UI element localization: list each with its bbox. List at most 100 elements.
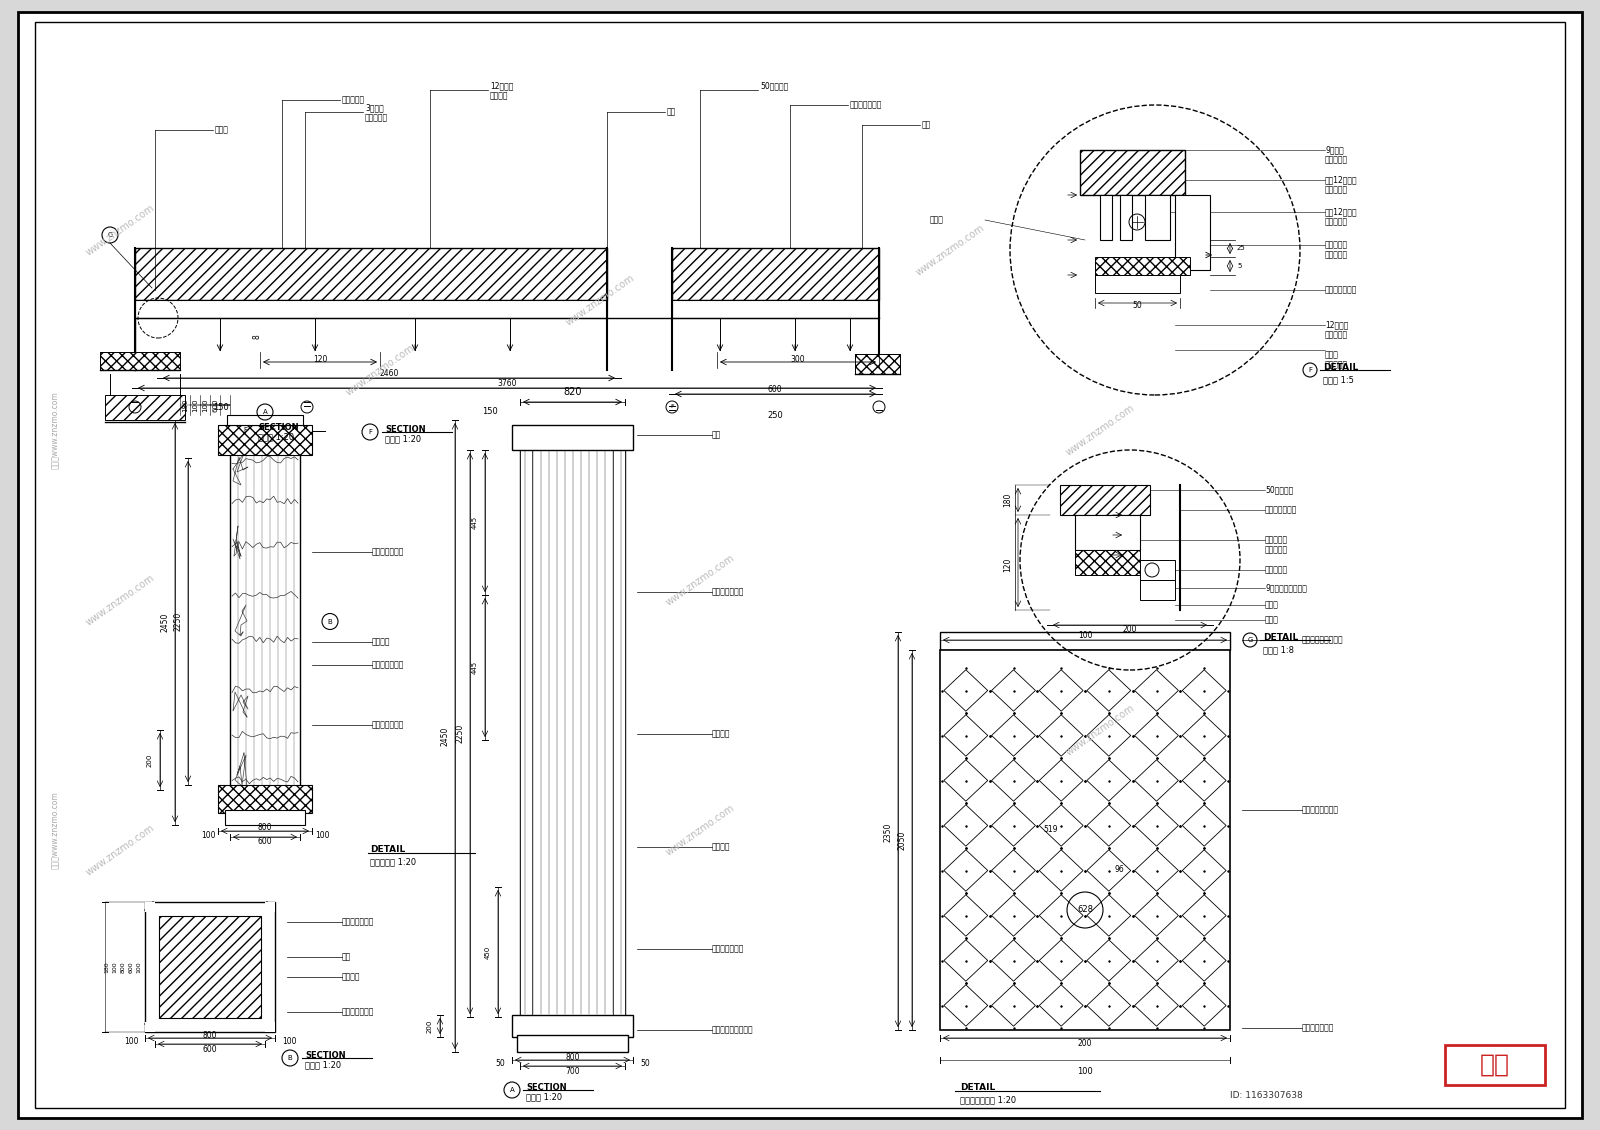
Text: 120: 120 (1003, 558, 1013, 572)
Text: 600: 600 (211, 398, 218, 411)
Text: F: F (670, 405, 674, 409)
Bar (1139, 580, 1174, 600)
Bar (230, 450, 301, 790)
Text: 3760: 3760 (498, 380, 517, 389)
Text: 轻钢龙骨吊挂件: 轻钢龙骨吊挂件 (1325, 286, 1357, 295)
Text: 250: 250 (766, 410, 782, 419)
Text: F: F (368, 429, 371, 435)
Text: 450: 450 (485, 946, 491, 958)
Text: 大样图 1:8: 大样图 1:8 (1262, 645, 1294, 654)
Text: F: F (243, 427, 246, 433)
Text: 300: 300 (790, 355, 805, 364)
Bar (1174, 195, 1210, 270)
Bar (941, 650, 1230, 1031)
Text: 白色乳胶漆: 白色乳胶漆 (1325, 330, 1349, 339)
Text: 100: 100 (1078, 631, 1093, 640)
Text: 100: 100 (123, 1037, 138, 1046)
Text: 3厘夹板: 3厘夹板 (365, 104, 384, 113)
Bar (1075, 550, 1139, 575)
Text: 莎安娜米黄石材: 莎安娜米黄石材 (712, 588, 744, 597)
Text: 50轻钢龙骨: 50轻钢龙骨 (760, 81, 789, 90)
Text: 莎安娜米黄石材: 莎安娜米黄石材 (342, 1008, 374, 1017)
Text: B: B (288, 1055, 293, 1061)
Text: A: A (262, 409, 267, 415)
Bar (1059, 485, 1150, 515)
Text: www.znzmo.com: www.znzmo.com (1064, 402, 1136, 458)
Bar (1080, 150, 1186, 195)
Bar (106, 396, 186, 420)
Text: 莎安娜米黄石材: 莎安娜米黄石材 (712, 945, 744, 954)
Text: 莎安娜米黄石材: 莎安娜米黄石材 (342, 918, 374, 927)
Text: 445: 445 (472, 515, 478, 529)
Text: 白色乳胶漆: 白色乳胶漆 (1325, 185, 1349, 194)
Text: www.znzmo.com: www.znzmo.com (83, 202, 157, 258)
Text: 200: 200 (1078, 1038, 1093, 1048)
Text: 180: 180 (182, 398, 189, 411)
Text: 米色织物硬质软包: 米色织物硬质软包 (1302, 806, 1339, 815)
Text: 空调出风口: 空调出风口 (1266, 565, 1288, 574)
Text: 金箔壁纸: 金箔壁纸 (490, 92, 509, 101)
Text: 筒灯: 筒灯 (922, 121, 931, 130)
Text: DETAIL: DETAIL (1323, 363, 1358, 372)
Text: 双层12厘夹板: 双层12厘夹板 (1325, 208, 1358, 217)
Bar (266, 1022, 275, 1032)
Text: 628: 628 (1077, 905, 1093, 914)
Bar (218, 785, 312, 812)
Text: 100: 100 (200, 831, 216, 840)
Text: 100: 100 (112, 962, 117, 973)
Text: 800: 800 (258, 824, 272, 833)
Text: 150: 150 (213, 402, 229, 411)
Text: 9厘夹板白色乳胶漆: 9厘夹板白色乳胶漆 (1266, 583, 1307, 592)
Bar (1445, 1045, 1546, 1085)
Text: 120: 120 (314, 355, 326, 364)
Text: 轻钢龙骨吊挂件: 轻钢龙骨吊挂件 (1266, 505, 1298, 514)
Text: SECTION: SECTION (306, 1051, 346, 1060)
Text: 2450: 2450 (160, 612, 170, 632)
Text: 白色乳胶漆: 白色乳胶漆 (1325, 360, 1349, 370)
Text: 莎安娜米黄石材: 莎安娜米黄石材 (371, 661, 405, 669)
Text: 2250: 2250 (456, 724, 464, 744)
Text: 剖面图 1:20: 剖面图 1:20 (526, 1093, 562, 1102)
Text: 日光灯: 日光灯 (214, 125, 229, 134)
Text: 双层12厘夹板: 双层12厘夹板 (1325, 175, 1358, 184)
Bar (512, 1015, 634, 1037)
Bar (1120, 195, 1133, 240)
Bar (266, 902, 275, 912)
Bar (134, 247, 606, 299)
Text: 白色乳胶漆: 白色乳胶漆 (365, 113, 389, 122)
Bar (1146, 195, 1170, 240)
Bar (1139, 560, 1174, 580)
Text: 知末网www.znzmo.com: 知末网www.znzmo.com (51, 391, 59, 469)
Bar (134, 299, 606, 318)
Text: 石材拼缝: 石材拼缝 (371, 637, 390, 646)
Text: 白色乳胶漆: 白色乳胶漆 (1325, 251, 1349, 260)
Text: 白色乳胶漆: 白色乳胶漆 (1325, 217, 1349, 226)
Text: 木龙骨: 木龙骨 (1266, 616, 1278, 625)
Text: 100: 100 (1077, 1068, 1093, 1077)
Text: 日光灯: 日光灯 (930, 216, 944, 225)
Bar (613, 445, 626, 1017)
Text: www.znzmo.com: www.znzmo.com (83, 573, 157, 627)
Text: G: G (107, 232, 112, 238)
Text: 莎安娜米黄石材: 莎安娜米黄石材 (1302, 1024, 1334, 1033)
Text: 25: 25 (1237, 245, 1246, 251)
Text: 50: 50 (1133, 302, 1142, 311)
Text: DETAIL: DETAIL (370, 845, 405, 854)
Text: 519: 519 (1043, 826, 1058, 834)
Text: 5: 5 (1237, 263, 1242, 269)
Text: 柱体: 柱体 (712, 431, 722, 440)
Bar (520, 445, 626, 1017)
Bar (517, 1035, 627, 1052)
Text: 150: 150 (482, 407, 498, 416)
Text: 水泥砂浆: 水泥砂浆 (712, 729, 731, 738)
Text: 剖面图 1:20: 剖面图 1:20 (306, 1060, 341, 1069)
Text: 800: 800 (120, 962, 125, 973)
Text: 柱子大样图 1:20: 柱子大样图 1:20 (370, 858, 416, 867)
Text: www.znzmo.com: www.znzmo.com (664, 553, 736, 608)
Text: 100: 100 (315, 831, 330, 840)
Text: 吊筋: 吊筋 (667, 107, 677, 116)
Text: 9厘夹板: 9厘夹板 (1325, 146, 1344, 155)
Bar (672, 299, 878, 318)
Text: 木龙骨: 木龙骨 (1325, 350, 1339, 359)
Bar (512, 425, 634, 450)
